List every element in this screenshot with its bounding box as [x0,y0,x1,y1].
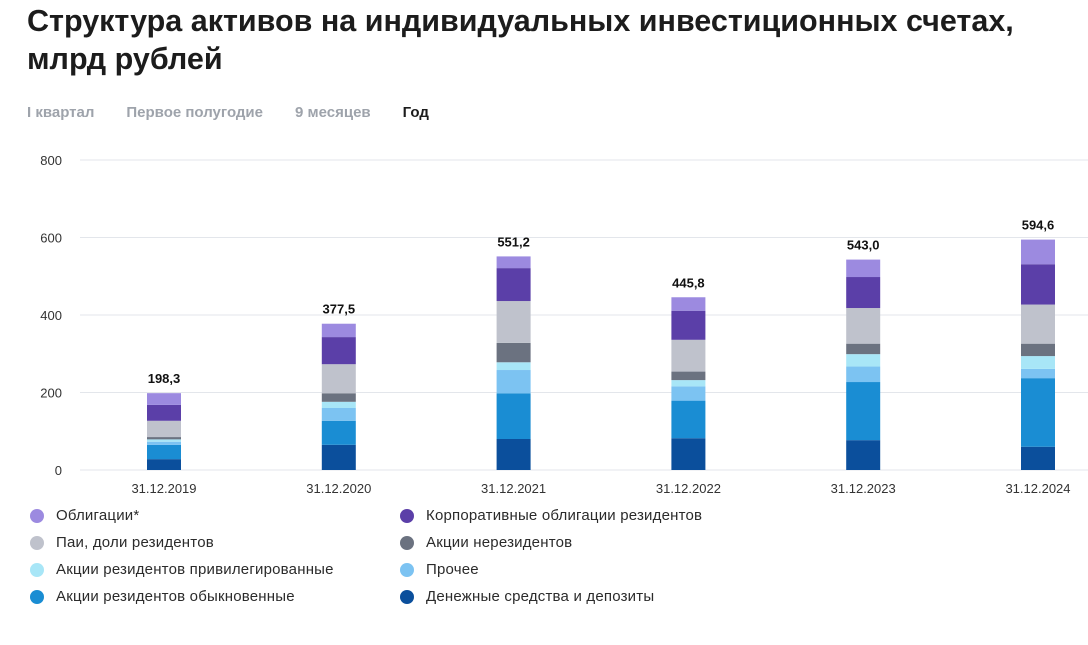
bar-segment[interactable] [1021,446,1055,470]
bar-segment[interactable] [147,444,181,460]
bar-segment[interactable] [671,371,706,381]
bar-segment[interactable] [496,362,531,371]
legend-dot [30,508,44,523]
x-tick-label: 31.12.2022 [656,481,721,496]
bar-segment[interactable] [671,386,706,401]
tab-9-months[interactable]: 9 месяцев [295,104,371,121]
bar-segment[interactable] [671,310,706,340]
legend-dot [400,508,414,523]
bar-total-label: 543,0 [847,238,880,253]
x-tick-label: 31.12.2024 [1005,481,1070,496]
bar-segment[interactable] [671,400,706,439]
bar-segment[interactable] [496,370,531,394]
bar-segment[interactable] [321,364,356,394]
legend-dot [30,589,44,604]
bar-segment[interactable] [147,393,181,405]
y-tick-label: 200 [40,386,62,401]
legend-label: Облигации* [56,507,140,524]
bar-segment[interactable] [1021,368,1055,379]
legend-label: Денежные средства и депозиты [426,588,655,605]
legend-label: Корпоративные облигации резидентов [426,507,703,524]
tab-half-year[interactable]: Первое полугодие [126,104,263,121]
x-tick-label: 31.12.2021 [481,481,546,496]
period-tabs: I квартал Первое полугодие 9 месяцев Год [27,104,429,121]
bar-segment[interactable] [321,444,356,470]
bar-segment[interactable] [846,259,881,278]
legend-dot [400,589,414,604]
bar-segment[interactable] [496,268,531,302]
chart-legend: Облигации* Корпоративные облигации резид… [30,506,800,606]
bar-segment[interactable] [321,408,356,421]
bar-segment[interactable] [496,256,531,269]
legend-item-fund-units[interactable]: Паи, доли резидентов [30,533,400,552]
bar-segment[interactable] [1021,264,1055,305]
bar-segment[interactable] [846,308,881,344]
bar-segment[interactable] [147,437,181,440]
bar-segment[interactable] [846,440,881,470]
legend-label: Акции резидентов обыкновенные [56,588,295,605]
y-tick-label: 400 [40,308,62,323]
legend-item-bonds[interactable]: Облигации* [30,506,400,525]
bar-segment[interactable] [147,459,181,470]
bar-segment[interactable] [671,380,706,387]
bar-segment[interactable] [321,420,356,445]
bar-segment[interactable] [846,354,881,367]
bar-segment[interactable] [671,339,706,372]
legend-label: Акции нерезидентов [426,534,573,551]
legend-item-preferred-shares[interactable]: Акции резидентов привилегированные [30,560,400,579]
bar-segment[interactable] [846,382,881,441]
bar-segment[interactable] [1021,343,1055,357]
bar-segment[interactable] [1021,239,1055,265]
bar-segment[interactable] [671,297,706,311]
legend-dot [30,562,44,577]
x-tick-label: 31.12.2020 [306,481,371,496]
bar-total-label: 551,2 [497,234,530,249]
legend-dot [400,562,414,577]
x-tick-label: 31.12.2023 [831,481,896,496]
legend-item-cash-deposits[interactable]: Денежные средства и депозиты [400,587,800,606]
legend-dot [400,535,414,550]
bar-segment[interactable] [1021,356,1055,369]
bar-total-label: 377,5 [323,302,356,317]
chart-title: Структура активов на индивидуальных инве… [27,4,1014,76]
bar-segment[interactable] [147,441,181,445]
bar-total-label: 198,3 [148,371,181,386]
bar-segment[interactable] [147,420,181,438]
bar-segment[interactable] [496,301,531,343]
bar-total-label: 594,6 [1022,218,1055,233]
bar-segment[interactable] [496,342,531,363]
bar-segment[interactable] [147,439,181,442]
bar-segment[interactable] [321,393,356,402]
stacked-bar-chart: 0 200 400 600 800 198,3 31.12.2019 377,5 31.12.2… [40,153,1088,496]
y-tick-label: 600 [40,231,62,246]
bar-segment[interactable] [321,401,356,408]
bar-segment[interactable] [321,337,356,365]
tab-year[interactable]: Год [402,104,429,121]
legend-item-corporate-bonds[interactable]: Корпоративные облигации резидентов [400,506,800,525]
legend-item-foreign-shares[interactable]: Акции нерезидентов [400,533,800,552]
tab-q1[interactable]: I квартал [27,104,95,121]
bar-segment[interactable] [846,366,881,383]
legend-dot [30,535,44,550]
bar-segment[interactable] [846,343,881,355]
bar-segment[interactable] [321,323,356,338]
bar-segment[interactable] [1021,378,1055,447]
legend-item-other[interactable]: Прочее [400,560,800,579]
y-tick-label: 800 [40,153,62,168]
bar-segment[interactable] [1021,304,1055,344]
y-tick-label: 0 [55,463,62,478]
bar-segment[interactable] [671,438,706,470]
bar-segment[interactable] [846,277,881,309]
bar-segment[interactable] [147,404,181,421]
legend-item-common-shares[interactable]: Акции резидентов обыкновенные [30,587,400,606]
bar-segment[interactable] [496,393,531,439]
legend-label: Акции резидентов привилегированные [56,561,334,578]
bar-segment[interactable] [496,439,531,470]
legend-label: Паи, доли резидентов [56,534,214,551]
x-tick-label: 31.12.2019 [131,481,196,496]
bar-total-label: 445,8 [672,275,705,290]
legend-label: Прочее [426,561,479,578]
